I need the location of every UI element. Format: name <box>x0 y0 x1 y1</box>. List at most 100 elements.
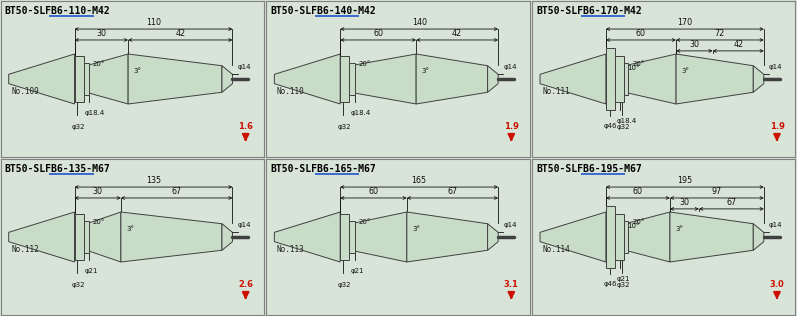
Text: BT50-SLFB6-110-M42: BT50-SLFB6-110-M42 <box>5 6 111 15</box>
Text: 135: 135 <box>146 176 161 185</box>
Polygon shape <box>416 54 488 104</box>
Polygon shape <box>222 66 233 92</box>
Text: 170: 170 <box>677 18 693 27</box>
Text: 3°: 3° <box>422 68 430 74</box>
Polygon shape <box>406 212 488 262</box>
Polygon shape <box>121 212 222 262</box>
Text: φ21: φ21 <box>351 268 364 274</box>
Polygon shape <box>128 54 222 104</box>
Bar <box>349 222 355 252</box>
Polygon shape <box>753 66 764 92</box>
Polygon shape <box>628 212 670 262</box>
Text: 42: 42 <box>452 29 462 38</box>
Polygon shape <box>9 54 74 104</box>
Text: 60: 60 <box>368 187 379 196</box>
Text: 3°: 3° <box>126 226 134 232</box>
Text: 3°: 3° <box>681 68 689 74</box>
Text: No.110: No.110 <box>277 87 304 96</box>
Text: 72: 72 <box>715 29 725 38</box>
Text: 60: 60 <box>373 29 383 38</box>
Text: No.111: No.111 <box>543 87 571 96</box>
Text: 42: 42 <box>175 29 186 38</box>
Text: 2.6: 2.6 <box>238 280 253 289</box>
Text: 67: 67 <box>447 187 457 196</box>
Text: 60: 60 <box>633 187 643 196</box>
Text: 67: 67 <box>171 187 182 196</box>
Polygon shape <box>540 212 606 262</box>
Text: No.114: No.114 <box>543 245 571 254</box>
Text: φ32: φ32 <box>616 282 630 288</box>
Text: 30: 30 <box>96 29 106 38</box>
Text: 97: 97 <box>712 187 722 196</box>
Bar <box>606 48 615 110</box>
Text: φ32: φ32 <box>338 282 351 288</box>
Text: φ18.4: φ18.4 <box>616 118 637 124</box>
Text: φ32: φ32 <box>616 124 630 130</box>
Text: 1.9: 1.9 <box>504 122 519 131</box>
Bar <box>615 56 624 102</box>
Text: φ46: φ46 <box>603 281 617 287</box>
Text: 110: 110 <box>146 18 161 27</box>
Polygon shape <box>628 54 676 104</box>
Bar <box>624 64 628 94</box>
Bar <box>74 214 84 260</box>
Polygon shape <box>540 54 606 104</box>
Text: 1.9: 1.9 <box>770 122 784 131</box>
Bar <box>624 222 628 252</box>
Text: 20°: 20° <box>359 218 371 224</box>
Text: 30: 30 <box>680 198 689 207</box>
Text: 20°: 20° <box>93 218 105 224</box>
Polygon shape <box>488 66 498 92</box>
Text: BT50-SLFB6-140-M42: BT50-SLFB6-140-M42 <box>270 6 376 15</box>
Bar <box>340 56 349 102</box>
Text: 30: 30 <box>92 187 103 196</box>
Text: No.109: No.109 <box>11 87 39 96</box>
Text: No.112: No.112 <box>11 245 39 254</box>
Text: 140: 140 <box>412 18 426 27</box>
Text: φ14: φ14 <box>238 222 251 228</box>
Polygon shape <box>222 224 233 250</box>
Polygon shape <box>355 54 416 104</box>
Text: 3°: 3° <box>133 68 141 74</box>
Text: BT50-SLFB6-170-M42: BT50-SLFB6-170-M42 <box>536 6 642 15</box>
Text: 1.6: 1.6 <box>238 122 253 131</box>
Text: φ32: φ32 <box>338 124 351 130</box>
Text: BT50-SLFB6-135-M67: BT50-SLFB6-135-M67 <box>5 164 111 173</box>
Text: φ14: φ14 <box>769 64 783 70</box>
Text: φ18.4: φ18.4 <box>351 110 371 116</box>
Text: 3.0: 3.0 <box>770 280 784 289</box>
Bar <box>84 222 89 252</box>
Bar <box>349 64 355 94</box>
Text: φ14: φ14 <box>504 64 517 70</box>
Polygon shape <box>274 212 340 262</box>
Text: φ18.4: φ18.4 <box>85 110 105 116</box>
Polygon shape <box>274 54 340 104</box>
Text: φ14: φ14 <box>769 222 783 228</box>
Text: 195: 195 <box>677 176 693 185</box>
Text: φ14: φ14 <box>238 64 251 70</box>
Text: 165: 165 <box>411 176 426 185</box>
Text: φ32: φ32 <box>72 282 85 288</box>
Text: BT50-SLFB6-195-M67: BT50-SLFB6-195-M67 <box>536 164 642 173</box>
Text: φ46: φ46 <box>603 123 617 129</box>
Polygon shape <box>355 212 406 262</box>
Polygon shape <box>89 54 128 104</box>
Text: 10°: 10° <box>627 223 639 229</box>
Text: 20°: 20° <box>632 218 645 224</box>
Bar <box>340 214 349 260</box>
Text: 67: 67 <box>726 198 736 207</box>
Polygon shape <box>753 224 764 250</box>
Polygon shape <box>89 212 121 262</box>
Text: 20°: 20° <box>93 60 105 66</box>
Text: 20°: 20° <box>632 60 645 66</box>
Text: 3°: 3° <box>412 226 420 232</box>
Text: BT50-SLFB6-165-M67: BT50-SLFB6-165-M67 <box>270 164 376 173</box>
Polygon shape <box>670 212 753 262</box>
Text: 3.1: 3.1 <box>504 280 519 289</box>
Text: 10°: 10° <box>627 65 639 71</box>
Polygon shape <box>676 54 753 104</box>
Text: φ32: φ32 <box>72 124 85 130</box>
Text: 3°: 3° <box>675 226 683 232</box>
Text: 30: 30 <box>689 40 699 49</box>
Polygon shape <box>488 224 498 250</box>
